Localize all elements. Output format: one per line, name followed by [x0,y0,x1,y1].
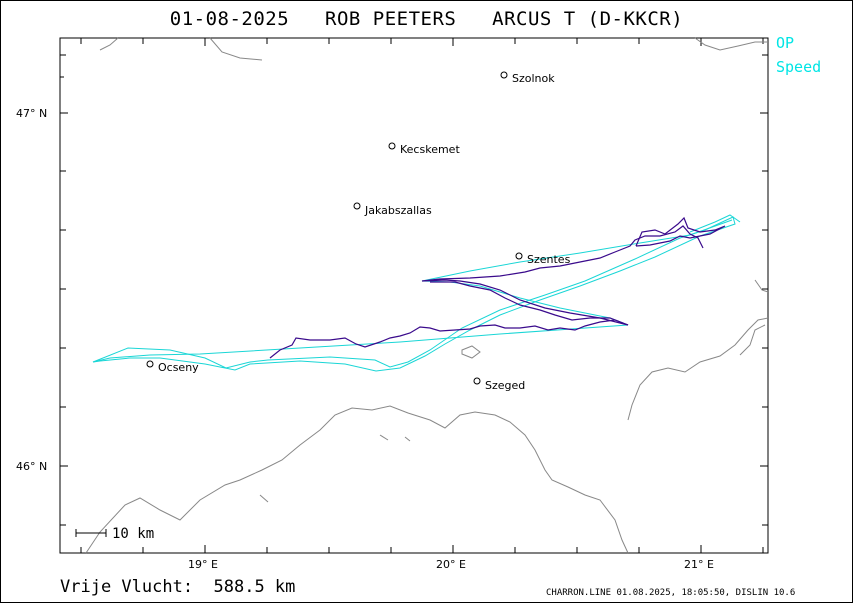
flight-track-speed [92,214,741,372]
latitude-ticks [60,54,768,526]
city-marker-kecskemet [388,142,396,150]
lon-label-20: 20° E [436,558,466,571]
city-marker-szeged [473,377,481,385]
city-marker-jakabszallas [353,202,361,210]
city-label-ocseny: Ocseny [158,361,199,374]
city-label-kecskemet: Kecskemet [400,143,460,156]
city-marker-ocseny [146,360,154,368]
flight-track-op [269,216,726,359]
legend-op: OP [776,34,795,52]
flight-title: 01-08-2025 ROB PEETERS ARCUS T (D-KKCR) [169,8,684,30]
city-marker-szolnok [500,71,508,79]
lon-label-21: 21° E [684,558,714,571]
city-label-szeged: Szeged [485,379,525,392]
longitude-ticks [80,38,764,553]
free-flight-distance: Vrije Vlucht: 588.5 km [60,577,296,597]
country-borders [85,37,769,554]
map-border [59,37,769,554]
city-marker-szentes [515,252,523,260]
scale-bar-label: 10 km [112,526,154,542]
software-stamp: CHARRON.LINE 01.08.2025, 18:05:50, DISLI… [546,588,796,598]
lat-label-46: 46° N [16,460,47,473]
city-label-szolnok: Szolnok [512,72,555,85]
legend-speed: Speed [776,58,822,76]
scale-bar [75,529,107,537]
city-label-jakabszallas: Jakabszallas [364,204,432,217]
city-label-szentes: Szentes [527,253,571,266]
lat-label-47: 47° N [16,107,47,120]
city-markers: Szolnok Kecskemet Jakabszallas Szentes O… [146,71,571,392]
lon-label-19: 19° E [188,558,218,571]
